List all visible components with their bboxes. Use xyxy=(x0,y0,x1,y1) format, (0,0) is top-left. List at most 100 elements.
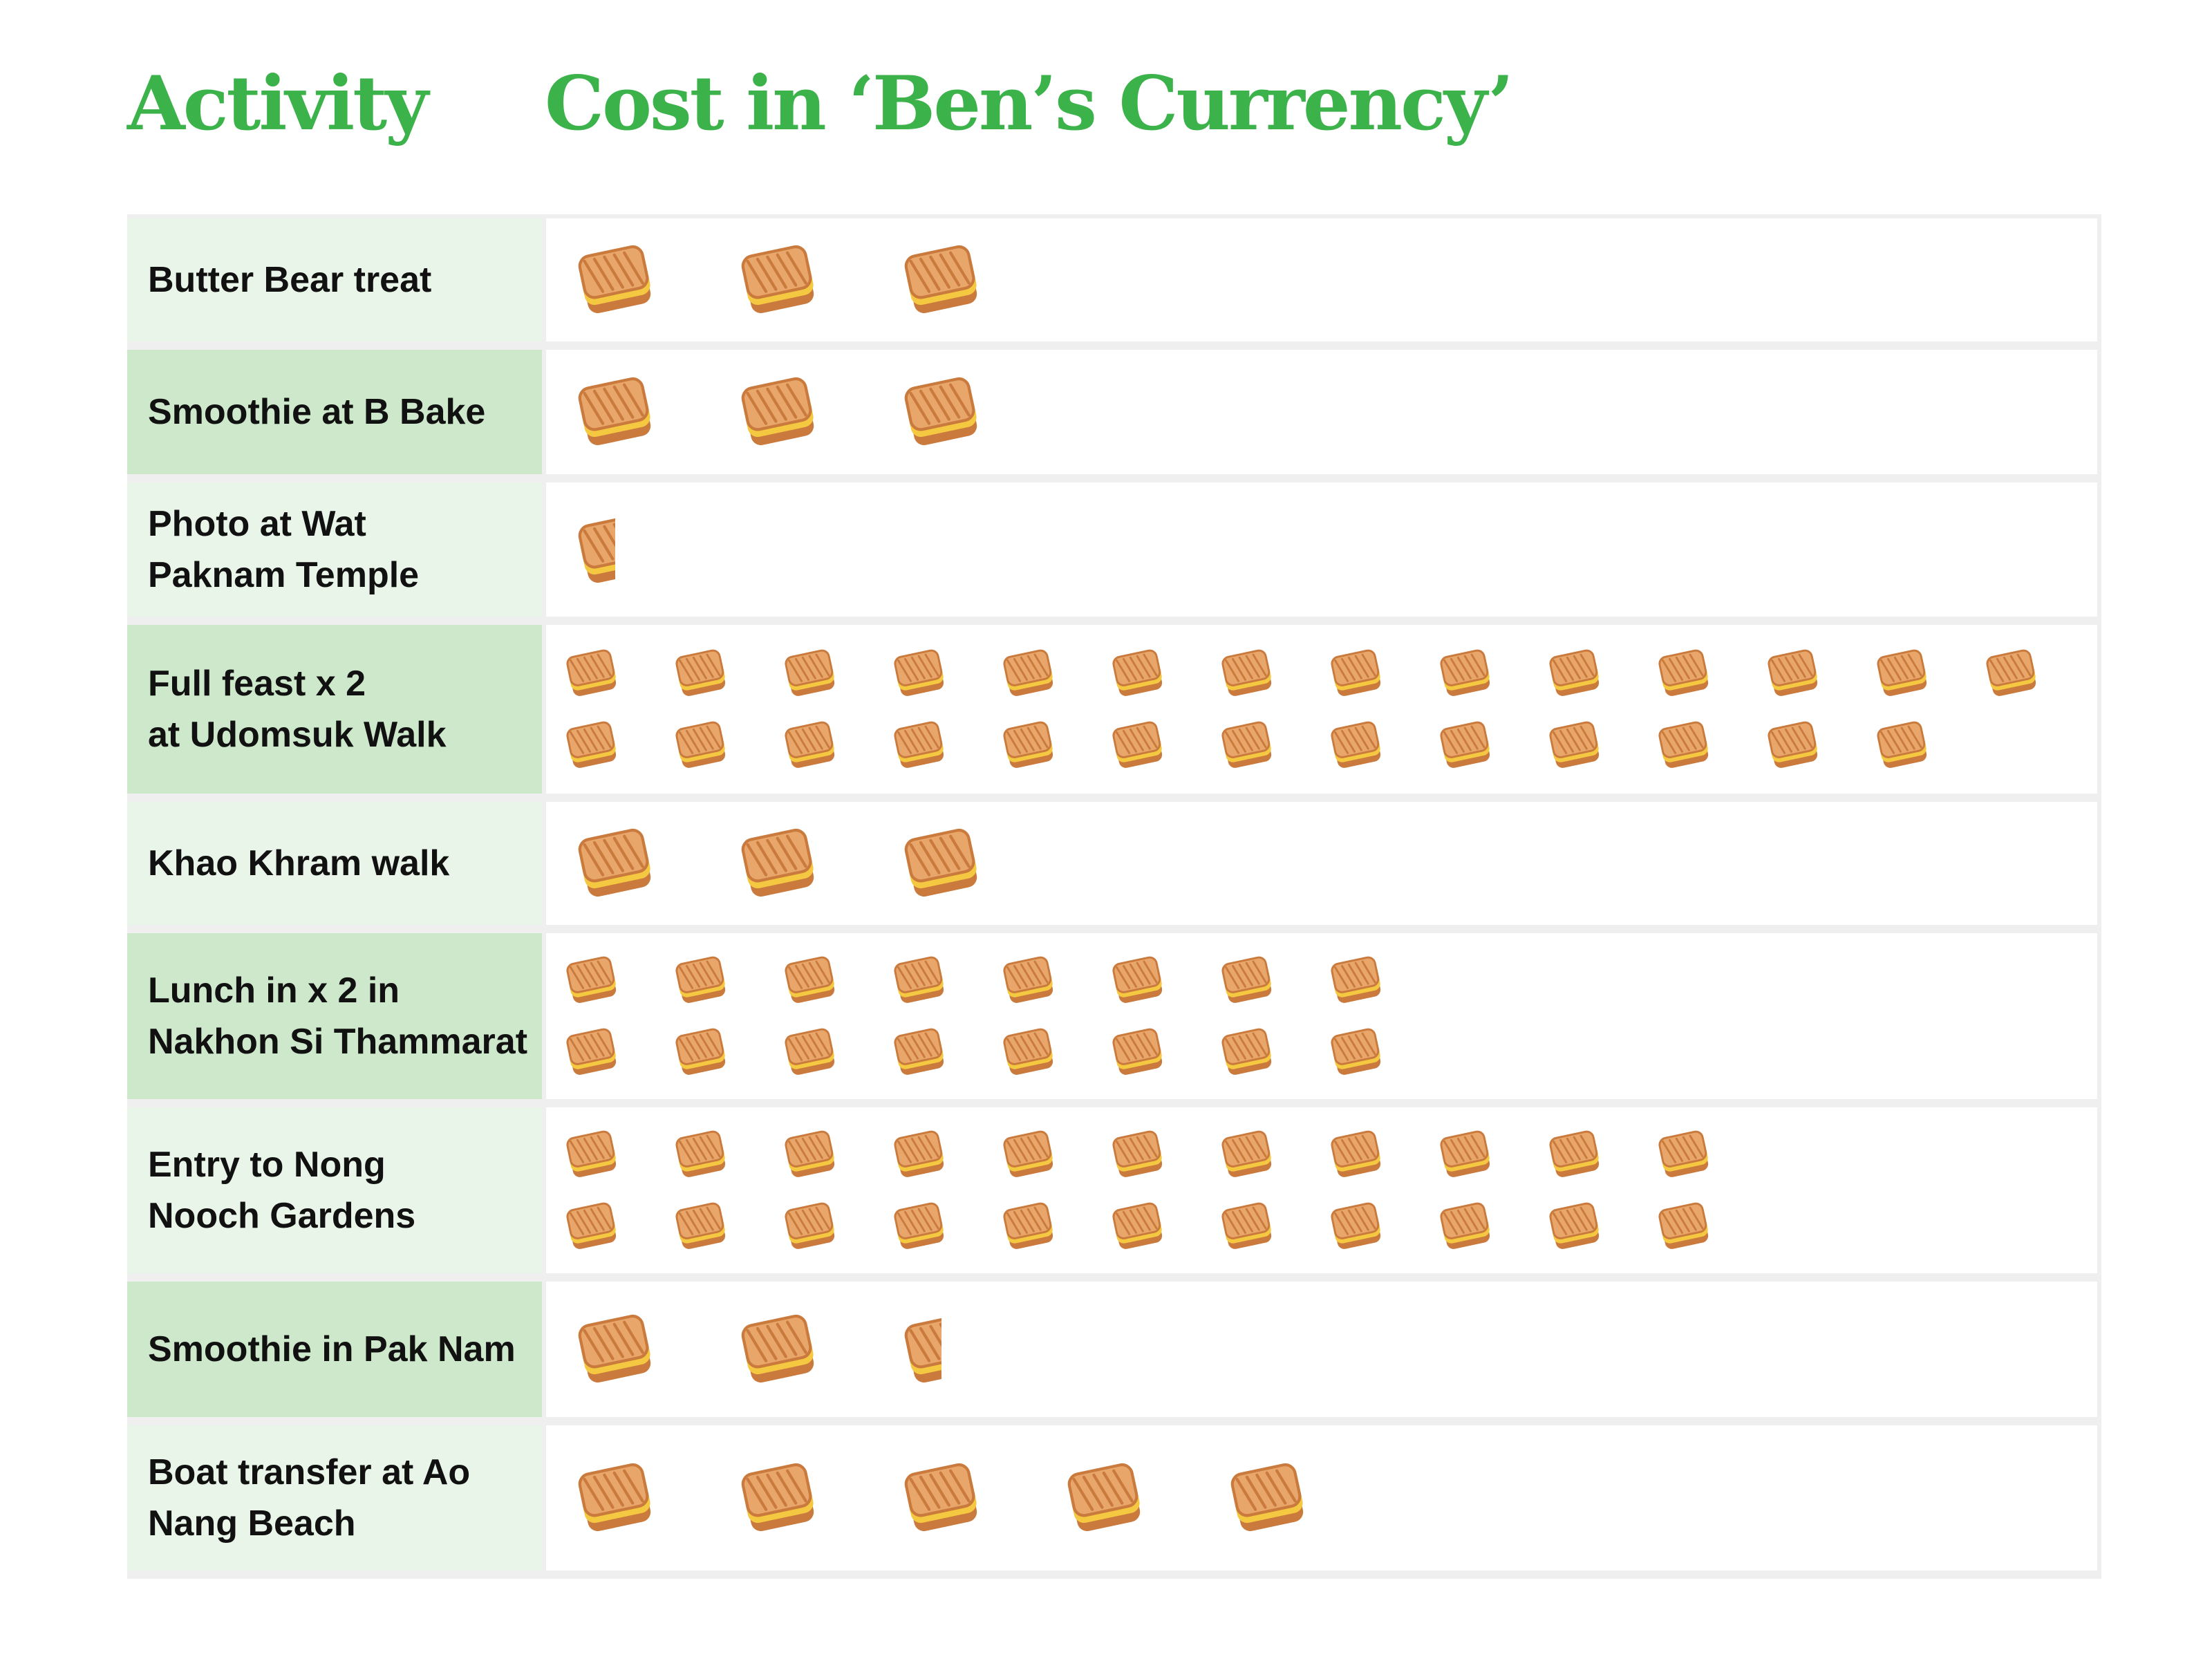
sandwich-icon xyxy=(1112,1130,1163,1177)
sandwich-icon xyxy=(566,1202,617,1249)
sandwich-icon xyxy=(1112,649,1163,696)
sandwich-icon xyxy=(566,1130,617,1177)
sandwich-icon xyxy=(1221,1028,1272,1075)
sandwich-icon-group xyxy=(578,245,977,313)
sandwich-icon xyxy=(578,377,651,445)
activity-label: Full feast x 2 at Udomsuk Walk xyxy=(127,625,542,794)
sandwich-icon xyxy=(675,721,726,768)
sandwich-icon xyxy=(894,721,944,768)
activity-row: Full feast x 2 at Udomsuk Walk xyxy=(127,625,2101,794)
sandwich-icon xyxy=(578,245,651,313)
activity-label: Lunch in x 2 in Nakhon Si Thammarat xyxy=(127,933,542,1099)
sandwich-icon xyxy=(894,956,944,1003)
sandwich-icon xyxy=(1331,721,1381,768)
sandwich-icon xyxy=(1112,1028,1163,1075)
cost-icons xyxy=(546,218,2097,341)
sandwich-icon xyxy=(566,721,617,768)
activity-header: Activity xyxy=(127,60,429,147)
pictograph-table: Butter Bear treat Smoothie at B Bake Photo… xyxy=(127,214,2101,1579)
activity-row: Boat transfer at Ao Nang Beach xyxy=(127,1425,2101,1571)
sandwich-icon xyxy=(785,1028,835,1075)
activity-label: Smoothie at B Bake xyxy=(127,350,542,474)
sandwich-icon xyxy=(785,1202,835,1249)
sandwich-icon xyxy=(675,1130,726,1177)
sandwich-icon xyxy=(1768,721,1818,768)
sandwich-icon xyxy=(1331,1028,1381,1075)
sandwich-icon xyxy=(904,828,977,897)
activity-row: Entry to Nong Nooch Gardens xyxy=(127,1107,2101,1273)
cost-icons xyxy=(546,1282,2097,1417)
sandwich-icon xyxy=(894,1028,944,1075)
cost-icons xyxy=(546,933,2097,1099)
half-sandwich-icon xyxy=(578,514,615,583)
sandwich-icon xyxy=(894,649,944,696)
sandwich-icon-group xyxy=(578,828,977,897)
sandwich-icon xyxy=(1440,649,1490,696)
sandwich-icon xyxy=(1003,1130,1053,1177)
sandwich-icon xyxy=(1221,956,1272,1003)
sandwich-icon xyxy=(741,1463,814,1531)
sandwich-icon-group xyxy=(566,956,1381,1075)
activity-label: Photo at Wat Paknam Temple xyxy=(127,482,542,617)
cost-icons xyxy=(546,1425,2097,1571)
activity-row: Smoothie at B Bake xyxy=(127,350,2101,474)
activity-label: Smoothie in Pak Nam xyxy=(127,1282,542,1417)
sandwich-icon xyxy=(1549,1202,1600,1249)
sandwich-icon xyxy=(566,1028,617,1075)
sandwich-icon xyxy=(1440,1130,1490,1177)
sandwich-icon xyxy=(1112,956,1163,1003)
sandwich-icon xyxy=(1221,1130,1272,1177)
sandwich-icon-group xyxy=(578,1314,941,1382)
sandwich-icon xyxy=(675,1028,726,1075)
sandwich-icon xyxy=(1067,1463,1141,1531)
sandwich-icon xyxy=(894,1130,944,1177)
cost-icons xyxy=(546,625,2097,794)
sandwich-icon xyxy=(785,649,835,696)
sandwich-icon xyxy=(904,377,977,445)
sandwich-icon xyxy=(1331,1202,1381,1249)
sandwich-icon xyxy=(578,828,651,897)
sandwich-icon xyxy=(1221,649,1272,696)
sandwich-icon xyxy=(1221,721,1272,768)
sandwich-icon xyxy=(1440,721,1490,768)
sandwich-icon xyxy=(1658,1130,1709,1177)
sandwich-icon xyxy=(1877,721,1927,768)
sandwich-icon xyxy=(904,1463,977,1531)
sandwich-icon xyxy=(1003,1028,1053,1075)
sandwich-icon xyxy=(1331,1130,1381,1177)
sandwich-icon xyxy=(1658,721,1709,768)
activity-label: Khao Khram walk xyxy=(127,802,542,925)
activity-row: Photo at Wat Paknam Temple xyxy=(127,482,2101,617)
sandwich-icon xyxy=(741,245,814,313)
sandwich-icon xyxy=(1331,649,1381,696)
sandwich-icon xyxy=(741,377,814,445)
sandwich-icon xyxy=(578,1314,651,1382)
cost-icons xyxy=(546,1107,2097,1273)
activity-label: Boat transfer at Ao Nang Beach xyxy=(127,1425,542,1571)
sandwich-icon xyxy=(1230,1463,1304,1531)
sandwich-icon xyxy=(1549,721,1600,768)
sandwich-icon xyxy=(1549,649,1600,696)
cost-icons xyxy=(546,482,2097,617)
sandwich-icon xyxy=(566,649,617,696)
sandwich-icon xyxy=(1658,649,1709,696)
activity-row: Khao Khram walk xyxy=(127,802,2101,925)
sandwich-icon xyxy=(1768,649,1818,696)
sandwich-icon xyxy=(904,245,977,313)
cost-icons xyxy=(546,350,2097,474)
sandwich-icon-group xyxy=(578,377,977,445)
sandwich-icon xyxy=(1112,1202,1163,1249)
sandwich-icon xyxy=(566,956,617,1003)
sandwich-icon xyxy=(578,1463,651,1531)
sandwich-icon xyxy=(675,956,726,1003)
sandwich-icon xyxy=(1112,721,1163,768)
sandwich-icon xyxy=(1003,1202,1053,1249)
sandwich-icon xyxy=(741,1314,814,1382)
cost-header: Cost in ‘Ben’s Currency’ xyxy=(545,60,1514,147)
sandwich-icon-group xyxy=(566,649,2036,768)
sandwich-icon xyxy=(1986,649,2036,696)
sandwich-icon xyxy=(675,1202,726,1249)
sandwich-icon-group xyxy=(578,514,615,583)
cost-icons xyxy=(546,802,2097,925)
sandwich-icon xyxy=(1003,956,1053,1003)
